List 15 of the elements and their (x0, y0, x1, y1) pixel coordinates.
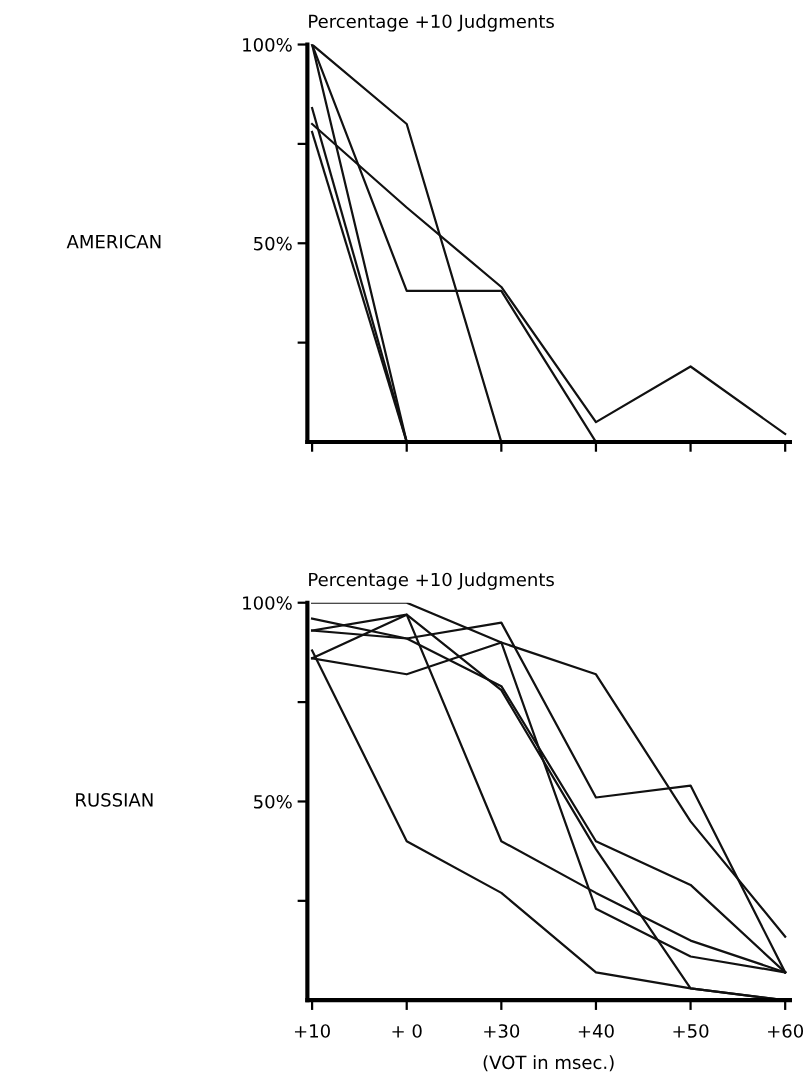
chart-title: Percentage +10 Judgments (309, 572, 554, 590)
y-axis-title: RUSSIAN (76, 793, 153, 807)
x-axis-title: (VOT in msec.) (483, 1055, 614, 1072)
chart-title: Percentage +10 Judgments (309, 14, 554, 32)
y-tick-label: 100% (243, 596, 292, 610)
x-tick-label: +30 (484, 1024, 520, 1038)
x-tick-label: +50 (673, 1024, 709, 1038)
x-tick-label: +40 (578, 1024, 614, 1038)
x-tick-label: + 0 (392, 1024, 422, 1038)
y-axis-title: AMERICAN (66, 234, 161, 249)
y-tick-label: 100% (243, 37, 292, 52)
x-tick-label: +60 (768, 1024, 804, 1038)
y-tick-label: 50% (254, 794, 292, 809)
x-tick-label: +10 (294, 1024, 330, 1038)
y-tick-label: 50% (254, 236, 292, 251)
